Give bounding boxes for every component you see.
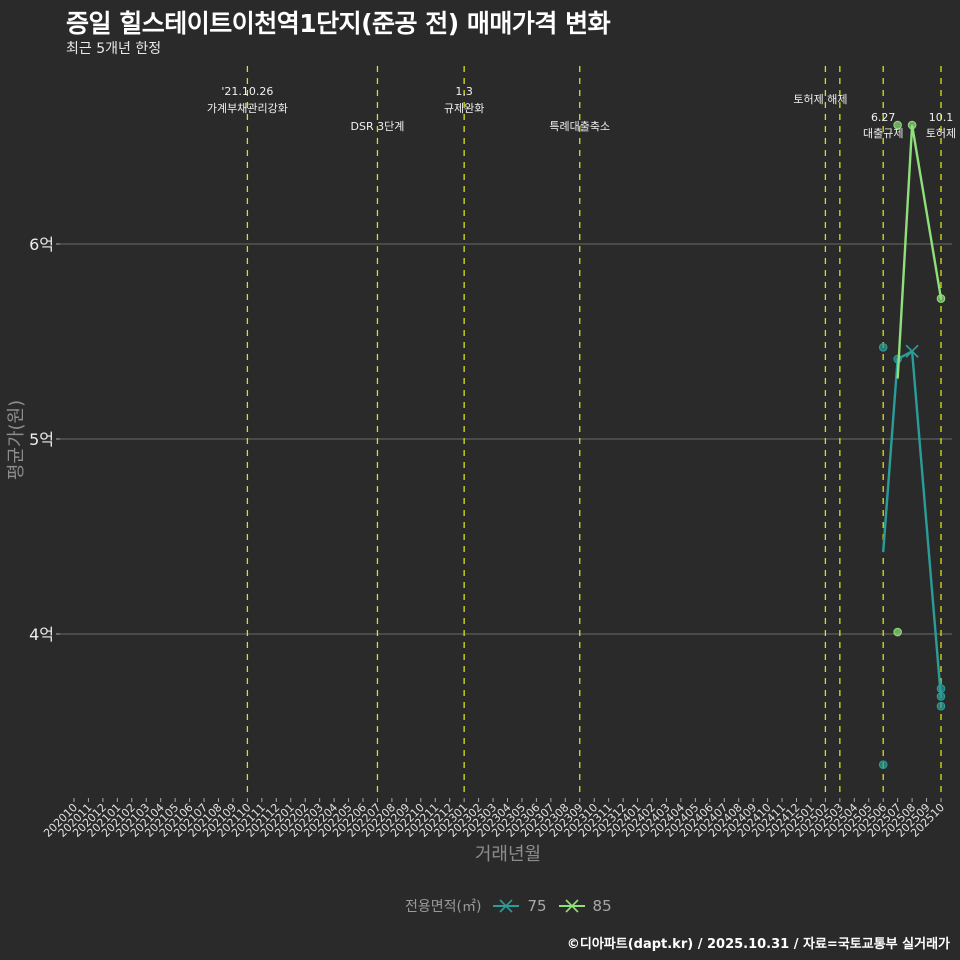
cross-line-icon bbox=[558, 899, 585, 913]
event-annotation: 대출규제 bbox=[863, 127, 903, 140]
event-annotation: 10.1 bbox=[929, 111, 954, 124]
x-axis-title: 거래년월 bbox=[475, 844, 541, 865]
series-layer bbox=[878, 120, 946, 769]
chart-subtitle: 최근 5개년 한정 bbox=[66, 41, 162, 57]
event-annotation: DSR 3단계 bbox=[351, 120, 405, 133]
event-annotation: 토허제 bbox=[926, 127, 956, 140]
source-credit: ©디아파트(dapt.kr) / 2025.10.31 / 자료=국토교통부 실… bbox=[566, 937, 950, 952]
legend-item-75: 75 bbox=[493, 897, 547, 915]
legend-label: 85 bbox=[592, 897, 612, 915]
y-axis-ticks: 4억 5억 6억 bbox=[29, 235, 60, 644]
series-85 bbox=[893, 120, 946, 637]
data-point bbox=[878, 760, 888, 769]
event-annotation: 가계부채관리강화 bbox=[207, 102, 288, 115]
data-point bbox=[878, 343, 888, 352]
y-axis-title: 평균가(원) bbox=[6, 400, 27, 480]
y-tick-label: 5억 bbox=[29, 430, 54, 449]
legend: 전용면적(㎡) 75 85 bbox=[405, 896, 612, 916]
legend-item-85: 85 bbox=[558, 897, 612, 915]
series-line bbox=[896, 124, 943, 379]
event-annotation: 특례대출축소 bbox=[549, 120, 610, 133]
cross-line-icon bbox=[493, 899, 520, 913]
gridlines bbox=[60, 243, 952, 635]
event-annotation: 1.3 bbox=[455, 85, 473, 98]
series-line bbox=[882, 349, 943, 699]
x-axis-ticks: 2020102020112020122021012021022021032021… bbox=[41, 798, 947, 840]
data-point bbox=[936, 701, 946, 711]
chart-title: 증일 힐스테이트이천역1단지(준공 전) 매매가격 변화 bbox=[66, 9, 611, 38]
data-point bbox=[893, 120, 902, 130]
event-annotation: 토허제 해제 bbox=[793, 92, 847, 106]
event-lines bbox=[246, 66, 942, 798]
y-tick-label: 4억 bbox=[29, 625, 54, 644]
data-point bbox=[893, 627, 902, 637]
series-75 bbox=[878, 343, 946, 769]
event-annotation: 6.27 bbox=[871, 111, 896, 124]
legend-title: 전용면적(㎡) bbox=[405, 899, 482, 915]
event-annotation: 규제완화 bbox=[444, 102, 484, 115]
event-annotation: '21.10.26 bbox=[221, 85, 273, 98]
legend-label: 75 bbox=[527, 897, 547, 915]
y-tick-label: 6억 bbox=[29, 235, 54, 254]
